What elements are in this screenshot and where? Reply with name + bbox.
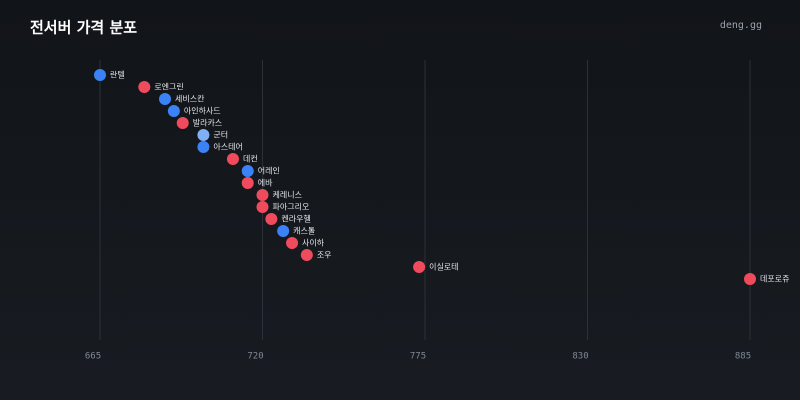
dot: [197, 141, 210, 153]
dot: [256, 189, 269, 201]
dot-label: 란텔: [110, 70, 125, 80]
dot: [286, 237, 299, 249]
dot: [265, 213, 278, 225]
dot-label: 발라카스: [193, 118, 222, 128]
dot-label: 조우: [317, 251, 332, 260]
marks: 란텔로엔그린세비스칸아인하사드발라카스군터아스테어데컨어레인에바케레니스파아그리…: [94, 69, 789, 285]
dot-label: 어레인: [258, 166, 280, 176]
dot-label: 아인하사드: [184, 106, 221, 116]
x-tick-label: 720: [247, 352, 263, 362]
dot-label: 아스테어: [213, 142, 242, 152]
dot: [226, 153, 239, 165]
dot-label: 켄라우헬: [281, 214, 310, 224]
dot-label: 데포로쥬: [760, 275, 789, 284]
dot-label: 에바: [258, 178, 273, 188]
chart-title: 전서버 가격 분포: [30, 19, 137, 37]
dot-label: 파아그리오: [273, 202, 310, 212]
dot: [176, 117, 189, 129]
dot: [159, 93, 171, 105]
x-tick-label: 885: [735, 352, 751, 362]
dot-label: 데컨: [243, 154, 258, 164]
dot: [197, 129, 210, 141]
dot: [167, 105, 180, 117]
dot-label: 캐스톨: [293, 227, 315, 236]
dot-label: 세비스칸: [175, 94, 205, 104]
grid: 665 720 775 830 885: [85, 60, 751, 362]
x-tick-label: 830: [572, 352, 588, 362]
dot-label: 이실로테: [429, 262, 458, 272]
dot-label: 로엔그린: [154, 82, 183, 92]
dot: [94, 69, 106, 81]
source: deng.gg: [720, 20, 762, 31]
dot: [277, 225, 290, 237]
dot: [744, 273, 756, 285]
dot: [413, 261, 426, 273]
dot-label: 케레니스: [273, 190, 302, 200]
dot-label: 사이하: [302, 238, 325, 248]
dot: [300, 249, 313, 261]
dot-label: 군터: [213, 131, 228, 140]
dot: [241, 177, 254, 189]
dot: [241, 165, 254, 177]
x-tick-label: 665: [85, 352, 101, 362]
dot: [138, 81, 151, 93]
dot: [256, 201, 269, 213]
x-tick-label: 775: [410, 352, 426, 362]
